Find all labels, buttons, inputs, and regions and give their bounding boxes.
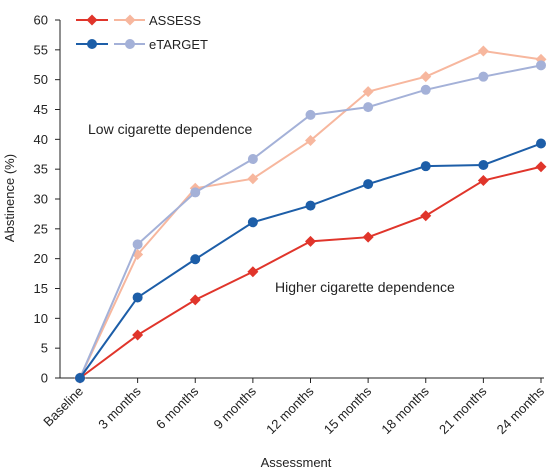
y-tick-label: 25	[34, 221, 48, 236]
x-tick-label: 12 months	[263, 383, 317, 437]
data-point	[305, 200, 316, 211]
data-point	[75, 373, 85, 383]
legend-swatch-marker	[124, 14, 136, 26]
data-point	[363, 179, 374, 190]
plot-area: 0 5 10 15 20 25 30 35 40 45 50 55 60 Baseline 3 months…	[34, 13, 548, 438]
data-point	[247, 173, 259, 185]
y-tick-label: 15	[34, 281, 48, 296]
data-point	[132, 239, 143, 250]
x-tick-label: 15 months	[321, 383, 375, 437]
data-point	[420, 210, 432, 222]
y-tick-label: 60	[34, 13, 48, 28]
data-point	[247, 154, 258, 165]
data-point	[132, 329, 144, 341]
series-assess-higher	[74, 161, 547, 384]
y-axis-title: Abstinence (%)	[2, 154, 17, 242]
data-point	[305, 135, 316, 147]
data-point	[190, 254, 201, 265]
annotation-low-dependence: Low cigarette dependence	[88, 121, 252, 137]
x-tick-label: 24 months	[494, 383, 548, 437]
x-axis-title: Assessment	[261, 455, 332, 470]
y-tick-label: 0	[41, 371, 48, 386]
data-point	[536, 138, 546, 149]
y-tick-label: 35	[34, 162, 48, 177]
x-tick-label: 9 months	[211, 383, 260, 432]
data-point	[478, 71, 489, 82]
data-point	[478, 159, 489, 170]
data-point	[420, 161, 431, 172]
legend: ASSESS eTARGET	[76, 13, 208, 52]
series-line	[79, 165, 542, 379]
data-point	[477, 45, 489, 57]
annotation-higher-dependence: Higher cigarette dependence	[275, 279, 455, 295]
y-tick-label: 5	[41, 341, 48, 356]
data-point	[189, 294, 201, 306]
data-point	[247, 266, 259, 278]
legend-item-assess: ASSESS	[76, 13, 201, 28]
data-point	[536, 60, 546, 71]
data-point	[362, 231, 374, 243]
data-point	[362, 86, 374, 98]
data-point	[363, 102, 374, 113]
data-point	[305, 109, 316, 120]
data-point	[420, 71, 432, 83]
x-tick-label: 21 months	[436, 383, 490, 437]
series-etarget-low	[75, 60, 546, 383]
x-tick-label: 3 months	[95, 383, 144, 432]
legend-label: eTARGET	[149, 37, 208, 52]
legend-swatch-marker	[86, 14, 98, 26]
y-tick-label: 40	[34, 132, 48, 147]
x-tick-label: Baseline	[40, 384, 86, 430]
y-tick-label: 20	[34, 251, 48, 266]
series-line	[79, 142, 542, 379]
legend-item-etarget: eTARGET	[76, 37, 208, 52]
y-tick-label: 30	[34, 192, 48, 207]
legend-swatch-marker	[125, 39, 135, 49]
y-tick-label: 45	[34, 102, 48, 117]
legend-swatch-marker	[87, 39, 97, 49]
x-tick-label: 18 months	[378, 383, 432, 437]
data-point	[305, 235, 316, 247]
series-assess-low	[74, 45, 547, 384]
data-point	[247, 217, 258, 228]
y-tick-label: 50	[34, 72, 48, 87]
data-point	[535, 161, 547, 173]
data-point	[420, 84, 431, 95]
series-etarget-higher	[75, 138, 546, 383]
legend-label: ASSESS	[149, 13, 201, 28]
y-tick-label: 10	[34, 311, 48, 326]
data-point	[132, 292, 143, 303]
data-point	[190, 187, 201, 198]
x-tick-label: 6 months	[153, 383, 202, 432]
y-tick-label: 55	[34, 42, 48, 57]
data-point	[477, 175, 489, 187]
